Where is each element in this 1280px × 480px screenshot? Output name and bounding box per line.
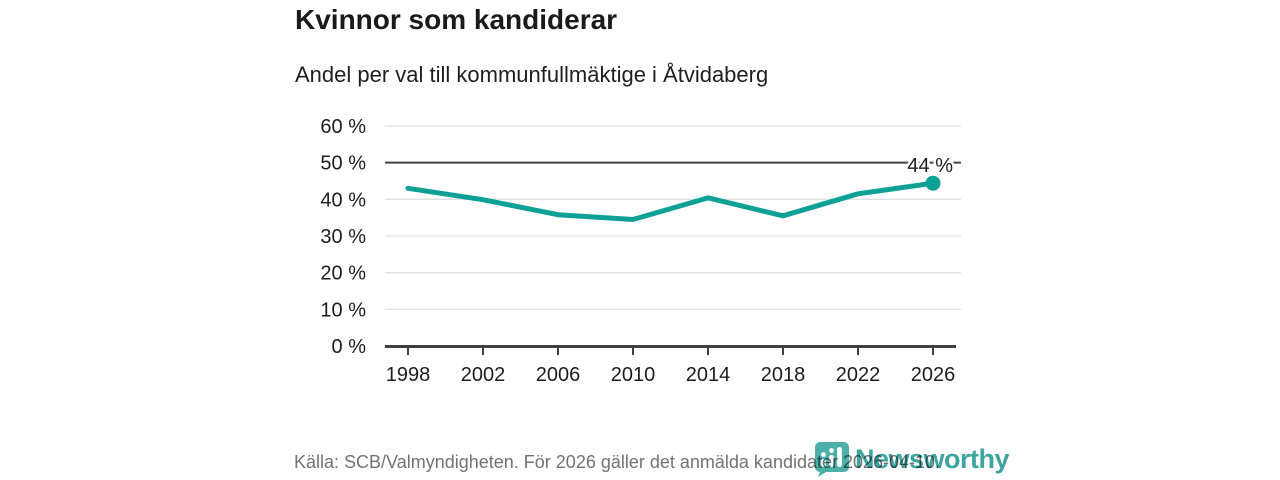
x-axis-tick-label: 2026: [911, 364, 956, 386]
y-axis-tick-label: 30 %: [320, 226, 366, 248]
x-axis-tick-label: 2022: [836, 364, 881, 386]
x-axis-tick-label: 2018: [761, 364, 806, 386]
x-axis-tick-label: 2006: [536, 364, 581, 386]
y-axis-tick-label: 60 %: [320, 116, 366, 138]
y-axis-tick-label: 10 %: [320, 299, 366, 321]
last-point-marker: [925, 175, 941, 191]
x-axis-tick-label: 2010: [611, 364, 656, 386]
chart-subtitle: Andel per val till kommunfullmäktige i Å…: [295, 62, 769, 87]
last-point-value-label: 44 %: [907, 155, 953, 177]
y-axis-tick-label: 40 %: [320, 189, 366, 211]
x-axis-tick-label: 1998: [386, 364, 431, 386]
x-axis-tick-label: 2014: [686, 364, 731, 386]
y-axis-tick-label: 20 %: [320, 263, 366, 285]
source-note: Källa: SCB/Valmyndigheten. För 2026 gäll…: [294, 452, 941, 472]
bar-chart-speech-bubble-icon: [815, 442, 849, 477]
newsworthy-logo[interactable]: Newsworthy: [812, 441, 1010, 477]
y-axis-tick-label: 0 %: [332, 336, 367, 358]
page-title: Kvinnor som kandiderar: [295, 4, 618, 35]
y-axis-tick-label: 50 %: [320, 153, 366, 175]
newsworthy-logo-text: Newsworthy: [855, 443, 1010, 474]
x-axis-tick-label: 2002: [461, 364, 506, 386]
data-line: [405, 180, 936, 222]
